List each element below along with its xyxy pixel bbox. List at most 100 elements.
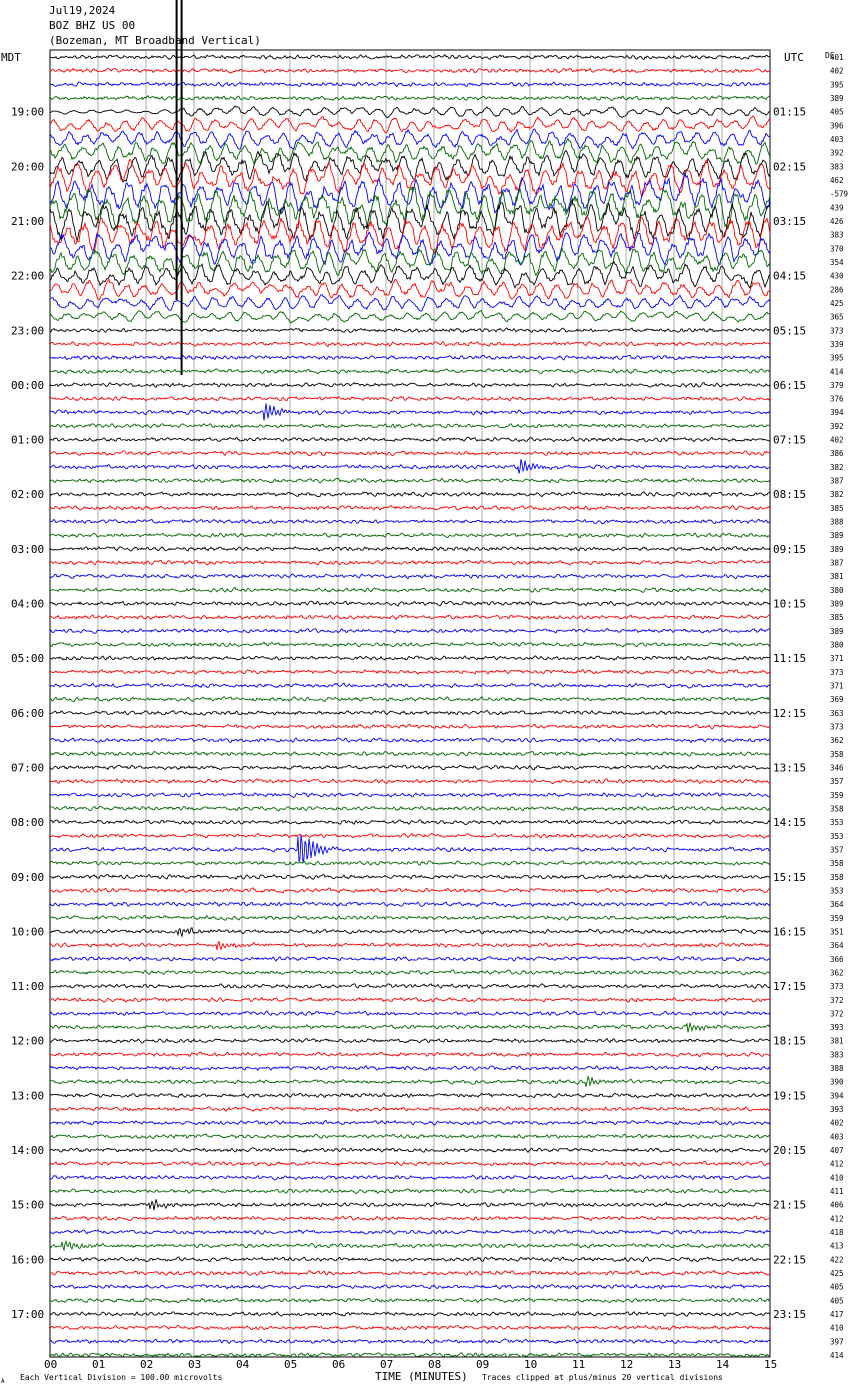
trace-line [49,246,771,278]
dc-offset-label: 371 [830,654,844,663]
dc-offset-label: 393 [830,1023,844,1032]
trace-line [49,682,771,689]
trace-line [49,450,771,457]
trace-line [49,381,771,388]
dc-offset-label: 389 [830,94,844,103]
left-hour-label: 14:00 [11,1144,44,1157]
trace-line [49,294,771,312]
x-tick-label: 12 [620,1358,633,1371]
dc-offset-label: 358 [830,804,844,813]
dc-offset-label: 379 [830,381,844,390]
trace-line [49,996,770,1003]
trace-line [49,791,770,799]
x-tick-label: 11 [572,1358,585,1371]
dc-offset-label: 366 [830,955,844,964]
trace-line [49,887,771,894]
dc-offset-label: 387 [830,559,844,568]
dc-offset-label: 369 [830,695,844,704]
dc-offset-label: 403 [830,1132,844,1141]
trace-line [49,1199,771,1211]
trace-line [49,927,771,938]
trace-line [49,396,771,402]
dc-offset-label: 411 [830,1187,844,1196]
trace-line [49,696,771,703]
dc-offset-label: 353 [830,886,844,895]
dc-offset-label: 359 [830,791,844,800]
dc-offset-label: 414 [830,1351,844,1360]
left-hour-label: 05:00 [11,652,44,665]
dc-offset-label: 394 [830,408,844,417]
axis-labels: 19:00 20:00 21:00 22:00 23:00 00:00 01:00 02:00… [11,53,848,1371]
dc-offset-label: 414 [830,367,844,376]
trace-line [49,600,771,607]
right-hour-label: 03:15 [773,215,806,228]
trace-line [49,54,771,61]
dc-offset-label: 412 [830,1214,844,1223]
trace-line [49,171,771,215]
trace-line [50,914,771,921]
trace-line [49,1106,771,1113]
right-hour-label: 02:15 [773,160,806,173]
dc-offset-label: 406 [830,1201,844,1210]
trace-line [49,1133,771,1140]
dc-offset-label: 365 [830,313,844,322]
left-hour-label: 15:00 [11,1199,44,1212]
right-hour-label: 05:15 [773,324,806,337]
dc-offset-label: 357 [830,845,844,854]
dc-offset-label: 346 [830,763,844,772]
x-tick-label: 10 [524,1358,537,1371]
trace-line [49,81,771,88]
trace-line [49,1076,771,1087]
left-hour-label: 09:00 [11,871,44,884]
left-hour-label: 19:00 [11,106,44,119]
dc-offset-label: 382 [830,490,844,499]
dc-offset-label: 402 [830,67,844,76]
right-hour-label: 07:15 [773,434,806,447]
dc-offset-label: 387 [830,477,844,486]
dc-offset-label: 286 [830,285,844,294]
x-tick-label: 02 [140,1358,153,1371]
x-tick-label: 05 [284,1358,297,1371]
dc-offset-label: 385 [830,504,844,513]
trace-line [49,805,771,812]
plot-frame [49,49,771,1358]
trace-line [49,1092,771,1099]
right-hour-label: 09:15 [773,543,806,556]
trace-line [49,1215,770,1222]
dc-label: DC [825,51,835,60]
trace-line [50,504,771,511]
trace-line [49,1283,771,1290]
left-timezone-label: MDT [1,51,21,64]
left-hour-label: 04:00 [11,598,44,611]
dc-offset-label: 430 [830,272,844,281]
dc-offset-label: 373 [830,982,844,991]
trace-line [49,1229,771,1235]
x-tick-label: 09 [476,1358,489,1371]
right-hour-label: 19:15 [773,1089,806,1102]
dc-offset-label: 357 [830,777,844,786]
dc-offset-label: 396 [830,121,844,130]
trace-line [49,105,770,119]
x-tick-label: 14 [716,1358,730,1371]
trace-line [49,1338,771,1345]
dc-offset-label: 403 [830,135,844,144]
dc-offset-label: 388 [830,518,844,527]
seismic-traces [49,0,771,1358]
dc-offset-label: 390 [830,1078,844,1087]
dc-offset-label: 372 [830,1009,844,1018]
trace-line [49,310,771,324]
x-tick-label: 15 [764,1358,777,1371]
dc-offset-label: 358 [830,873,844,882]
right-hour-label: 16:15 [773,925,806,938]
dc-offset-label: 462 [830,176,844,185]
trace-line [50,873,771,880]
trace-line [49,834,771,864]
right-hour-label: 13:15 [773,761,806,774]
x-tick-label: 07 [380,1358,393,1371]
right-timezone-label: UTC [784,51,804,64]
dc-offset-label: 425 [830,1269,844,1278]
grid-lines [49,49,771,1358]
trace-line [49,1160,771,1167]
right-hour-label: 12:15 [773,707,806,720]
trace-line [49,723,771,730]
